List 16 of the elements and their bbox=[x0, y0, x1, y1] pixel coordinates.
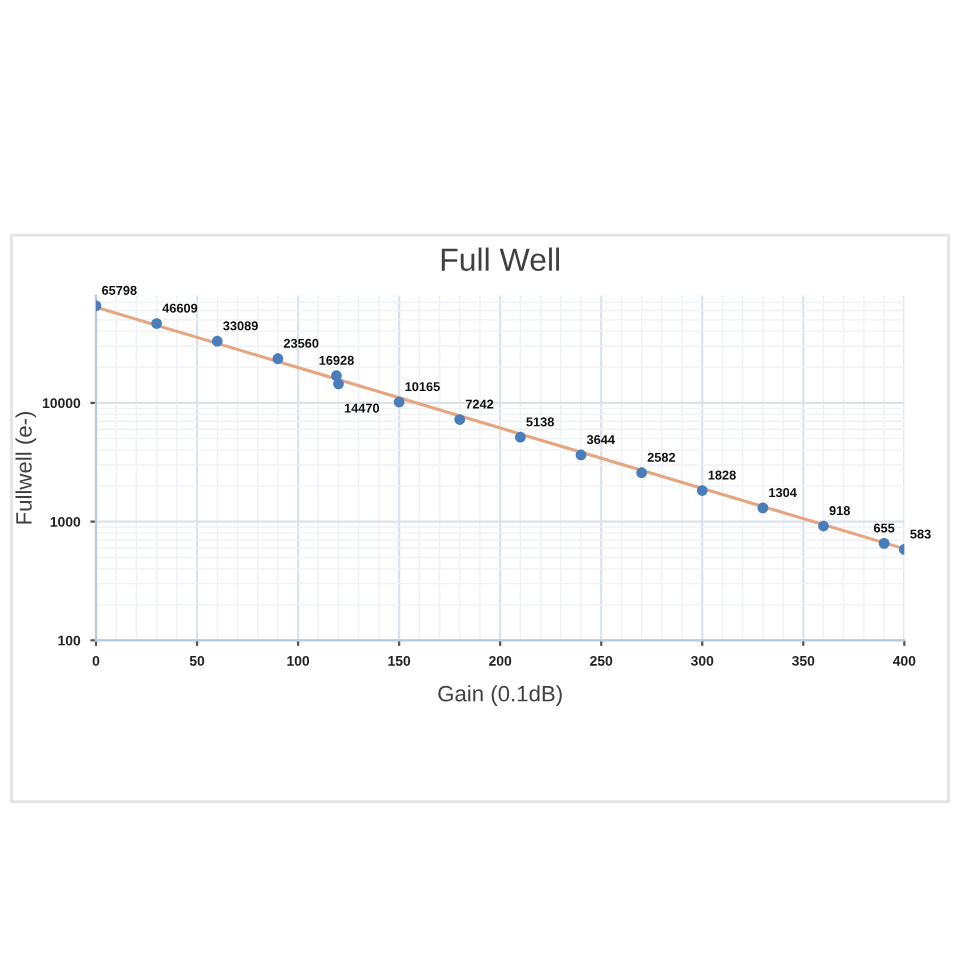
point bbox=[151, 318, 162, 329]
point bbox=[333, 378, 344, 390]
x-axis-title: Gain (0.1dB) bbox=[438, 685, 562, 706]
point bbox=[878, 538, 890, 549]
point bbox=[575, 449, 587, 461]
point bbox=[211, 335, 223, 347]
y-axis-title: Fullwell (e-) bbox=[15, 411, 37, 524]
point bbox=[636, 467, 647, 479]
point bbox=[393, 396, 405, 408]
point bbox=[454, 414, 466, 425]
point bbox=[818, 520, 829, 532]
point bbox=[696, 485, 708, 496]
point bbox=[514, 431, 526, 443]
chart-title: Full Well bbox=[441, 247, 559, 271]
point bbox=[757, 502, 769, 514]
point bbox=[272, 353, 284, 365]
